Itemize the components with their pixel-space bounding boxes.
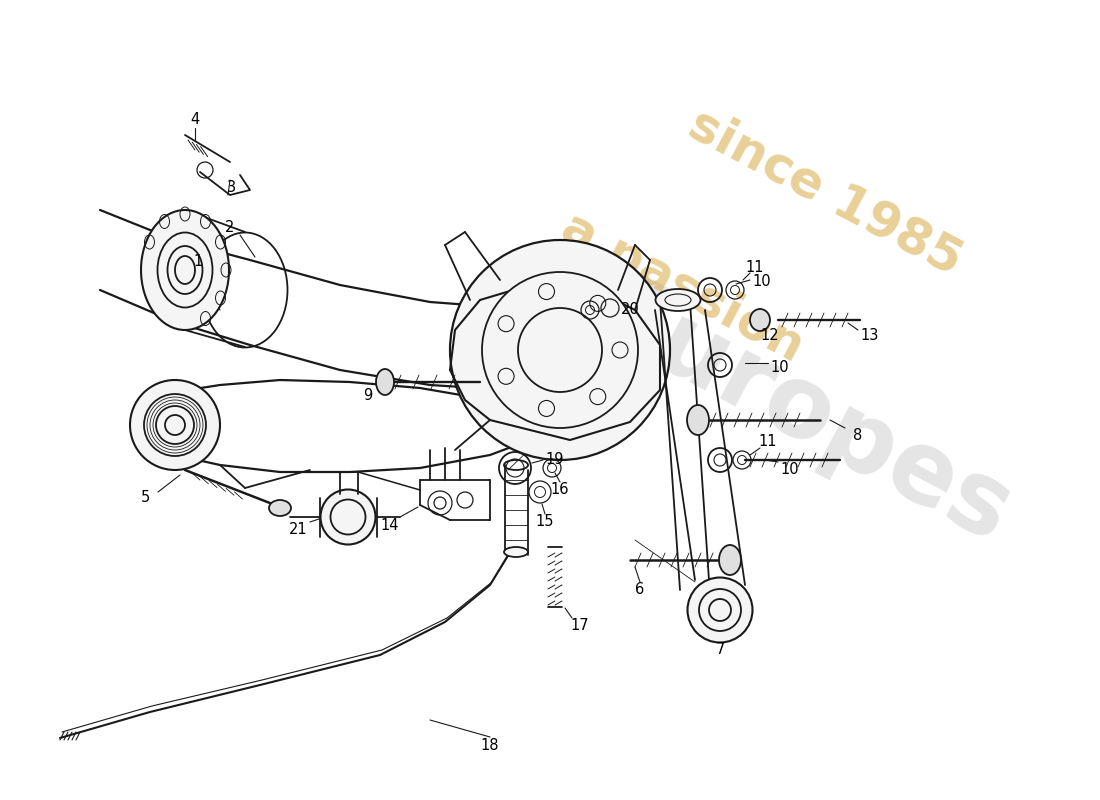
Ellipse shape xyxy=(167,246,202,294)
Text: 13: 13 xyxy=(861,327,879,342)
Text: 8: 8 xyxy=(854,427,862,442)
Text: 11: 11 xyxy=(746,259,764,274)
Text: 10: 10 xyxy=(781,462,800,478)
Ellipse shape xyxy=(688,578,752,642)
Text: 2: 2 xyxy=(226,221,234,235)
Text: 7: 7 xyxy=(715,642,725,658)
Ellipse shape xyxy=(656,289,701,311)
Ellipse shape xyxy=(130,380,220,470)
Ellipse shape xyxy=(750,309,770,331)
Text: 20: 20 xyxy=(620,302,639,318)
Ellipse shape xyxy=(504,547,528,557)
Text: 19: 19 xyxy=(546,453,564,467)
Ellipse shape xyxy=(144,394,206,456)
Ellipse shape xyxy=(719,545,741,575)
Text: 3: 3 xyxy=(228,181,236,195)
Text: since 1985: since 1985 xyxy=(680,100,970,284)
Text: 11: 11 xyxy=(759,434,778,450)
Text: 9: 9 xyxy=(363,387,373,402)
Circle shape xyxy=(518,308,602,392)
Ellipse shape xyxy=(376,369,394,395)
Text: 18: 18 xyxy=(481,738,499,753)
Text: 16: 16 xyxy=(551,482,570,498)
Text: 17: 17 xyxy=(571,618,590,633)
Text: 21: 21 xyxy=(288,522,307,538)
Text: 6: 6 xyxy=(636,582,645,598)
Text: 10: 10 xyxy=(752,274,771,290)
Text: a passion: a passion xyxy=(552,204,812,372)
Text: 10: 10 xyxy=(771,361,790,375)
Ellipse shape xyxy=(270,500,292,516)
Text: 15: 15 xyxy=(536,514,554,530)
Circle shape xyxy=(482,272,638,428)
Text: 5: 5 xyxy=(141,490,150,505)
Ellipse shape xyxy=(688,405,710,435)
Ellipse shape xyxy=(175,256,195,284)
Ellipse shape xyxy=(157,233,212,307)
Text: 4: 4 xyxy=(190,113,199,127)
Text: Europes: Europes xyxy=(579,266,1027,566)
Ellipse shape xyxy=(141,210,229,330)
Text: 12: 12 xyxy=(761,327,779,342)
Ellipse shape xyxy=(165,415,185,435)
Ellipse shape xyxy=(320,490,375,545)
Circle shape xyxy=(450,240,670,460)
Text: 14: 14 xyxy=(381,518,399,533)
Ellipse shape xyxy=(156,406,194,444)
Text: 1: 1 xyxy=(194,254,202,270)
